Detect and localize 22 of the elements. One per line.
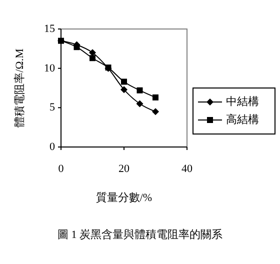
point [89, 49, 96, 56]
point [121, 78, 127, 85]
y-tick-label: 5 [50, 102, 56, 114]
point [120, 86, 128, 94]
caption: 圖 1 炭黑含量與體積電阻率的關系 [58, 228, 222, 241]
legend-label: 高結構 [226, 113, 259, 126]
y-tick-label: 10 [44, 62, 56, 74]
x-tick-label: 20 [118, 163, 130, 175]
point [152, 108, 159, 116]
point [152, 94, 158, 100]
y-tick-label: 0 [50, 141, 56, 153]
x-tick-label: 0 [58, 163, 64, 175]
legend-label: 中結構 [226, 95, 259, 108]
point [74, 44, 80, 50]
point [136, 87, 143, 94]
point [58, 38, 64, 44]
point [90, 55, 96, 62]
x-tick-label: 40 [182, 163, 193, 175]
y-tick-label: 15 [44, 23, 56, 35]
y-axis-title: 體積電阻率/Ω.M [13, 48, 26, 128]
x-axis-title: 質量分數/% [96, 191, 152, 204]
point [136, 100, 144, 108]
